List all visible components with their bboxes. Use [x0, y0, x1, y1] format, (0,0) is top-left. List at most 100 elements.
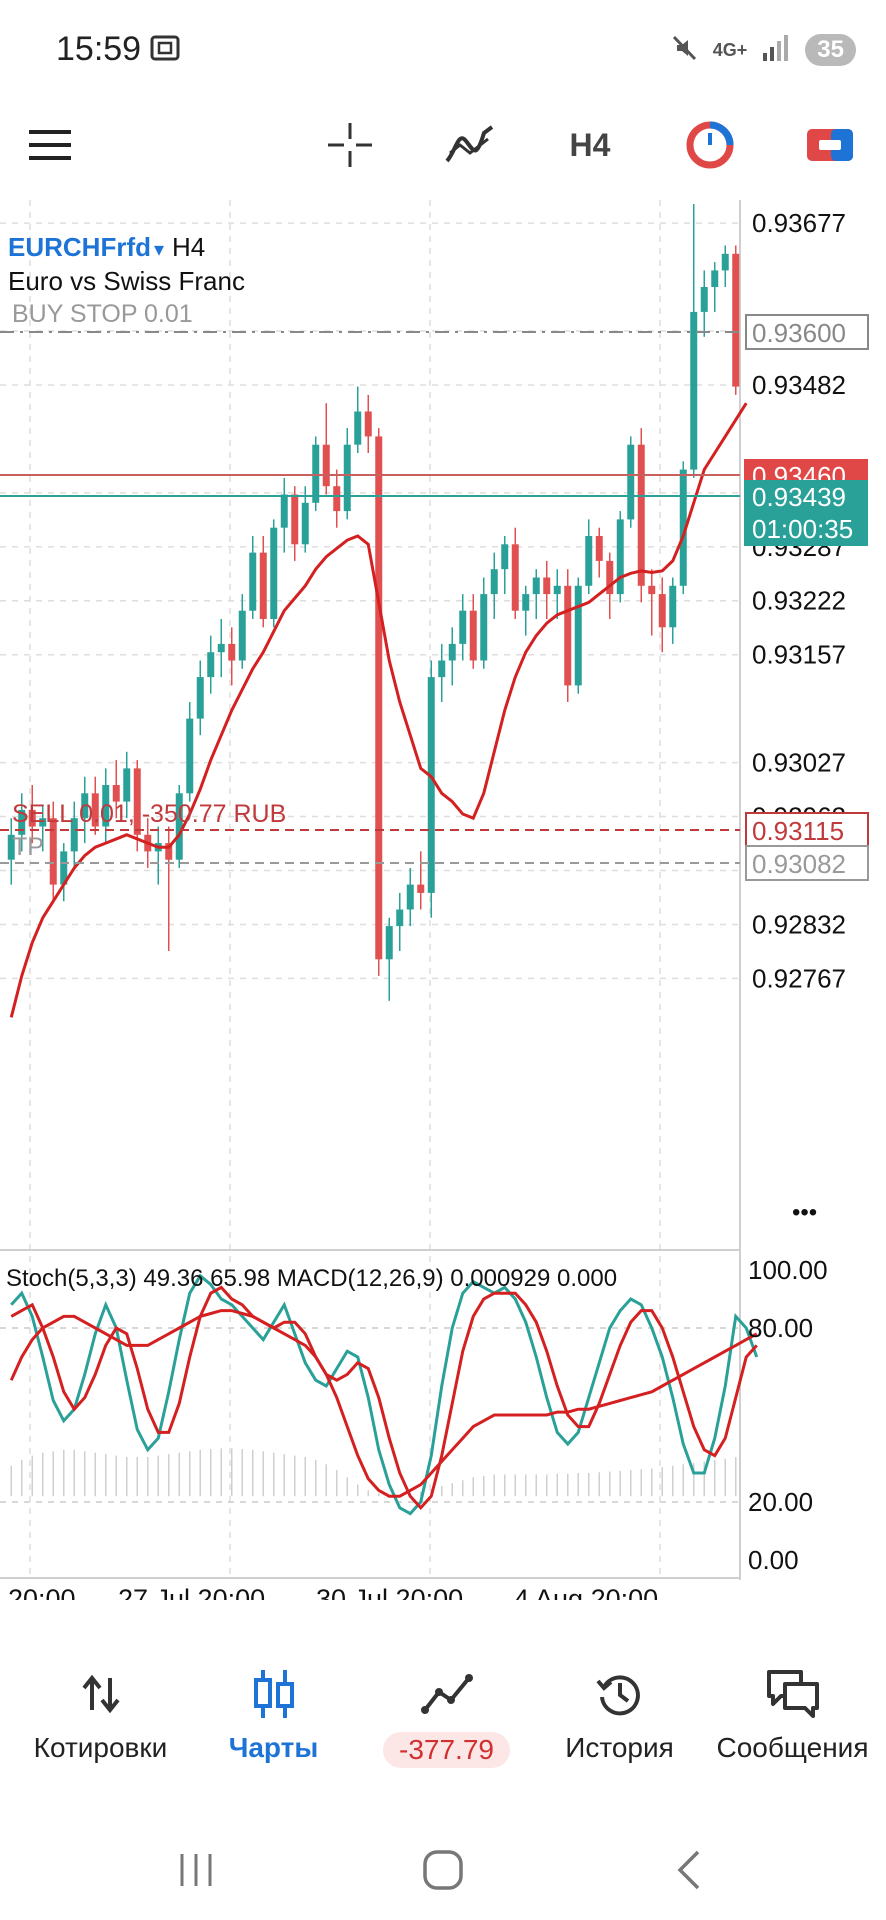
candle-body	[669, 585, 677, 628]
nav-trade[interactable]: -377.79	[358, 1640, 535, 1780]
candle-body	[91, 793, 99, 827]
timeframe-label: H4	[569, 126, 611, 163]
candle-body	[396, 909, 404, 927]
indicator-tick-label: 0.00	[748, 1545, 799, 1575]
indicators-button[interactable]	[440, 120, 500, 170]
chart-toolbar: H4	[0, 100, 886, 190]
crosshair-button[interactable]	[320, 120, 380, 170]
candle-body	[522, 594, 530, 611]
more-options-icon[interactable]: •••	[792, 1199, 817, 1226]
indicator-axis: 100.00 80.00 20.00 0.00	[748, 1255, 828, 1575]
bar-countdown: 01:00:35	[752, 514, 853, 544]
candle-body	[501, 544, 509, 570]
candle-body	[333, 486, 341, 512]
candle-body	[217, 643, 225, 653]
ma-line	[9, 402, 748, 1018]
bid-price-tag: 0.93439 01:00:35	[744, 480, 868, 546]
macd-histogram	[10, 1448, 737, 1497]
price-tick-label: 0.93677	[752, 208, 846, 238]
candle-body	[28, 809, 36, 827]
candle-body	[196, 677, 204, 719]
home-button[interactable]	[403, 1840, 483, 1900]
candle-body	[480, 594, 488, 661]
candle-body	[690, 311, 698, 470]
candle-body	[39, 818, 47, 827]
chart-grid	[0, 200, 740, 1578]
buy-stop-label[interactable]: BUY STOP 0.01	[12, 300, 193, 328]
home-icon	[423, 1850, 463, 1890]
candle-body	[123, 768, 131, 802]
price-tick-label: 0.93482	[752, 370, 846, 400]
indicator-lines	[9, 1273, 759, 1516]
candle-body	[459, 610, 467, 644]
candle-body	[648, 585, 656, 595]
candle-body	[259, 552, 267, 619]
candle-body	[511, 544, 519, 611]
candle-body	[312, 444, 320, 503]
sell-order-label[interactable]: SELL 0.01, -350.77 RUB	[12, 800, 286, 828]
candle-body	[238, 610, 246, 661]
stoch-signal-line	[10, 1285, 758, 1511]
history-icon	[595, 1675, 640, 1716]
recent-apps-button[interactable]	[156, 1840, 236, 1900]
candle-body	[585, 536, 593, 586]
candle-body	[658, 594, 666, 628]
nav-quotes[interactable]: Котировки	[12, 1640, 189, 1780]
candle-body	[406, 884, 414, 910]
candle-body	[595, 536, 603, 561]
status-bar: 15:59 4G+ 35	[0, 0, 886, 100]
candle-body	[375, 436, 383, 960]
sell-open-price-tag: 0.93115	[745, 812, 869, 848]
time-axis: 20:00 27 Jul 20:00 30 Jul 20:00 4 Aug 20:00	[8, 1584, 658, 1600]
chart-area[interactable]: EURCHFrfd ▾ H4 Euro vs Swiss Franc BUY S…	[0, 200, 886, 1600]
nav-messages[interactable]: Сообщения	[704, 1640, 881, 1780]
candle-body	[60, 851, 68, 885]
nav-charts[interactable]: Чарты	[185, 1640, 362, 1780]
candle-body	[322, 444, 330, 487]
trade-icon	[807, 129, 853, 161]
macd-line	[9, 1309, 758, 1498]
candle-body	[700, 287, 708, 312]
candle-body	[627, 444, 635, 520]
tp-label[interactable]: TP	[12, 833, 44, 861]
candle-body	[564, 585, 572, 686]
candle-body	[543, 577, 551, 595]
candle-body	[207, 652, 215, 678]
candle-body	[417, 884, 425, 893]
candle-body	[343, 444, 351, 512]
nav-history[interactable]: История	[531, 1640, 708, 1780]
candle-body	[102, 785, 110, 827]
candle-body	[469, 610, 477, 661]
new-order-button[interactable]	[800, 120, 860, 170]
candle-body	[270, 527, 278, 619]
indicator-tick-label: 20.00	[748, 1487, 813, 1517]
timeframe-button[interactable]: H4	[560, 120, 620, 170]
candle-body	[7, 834, 15, 860]
symbol-dropdown-icon[interactable]: ▾	[154, 239, 164, 261]
time-tick-label: 20:00	[8, 1584, 76, 1600]
clock-icon	[686, 121, 734, 169]
candle-body	[448, 643, 456, 661]
indicator-label[interactable]: Stoch(5,3,3) 49.36 65.98 MACD(12,26,9) 0…	[6, 1265, 617, 1292]
system-navigation	[0, 1820, 886, 1920]
one-click-trading-button[interactable]	[680, 120, 740, 170]
symbol-label[interactable]: EURCHFrfd	[8, 232, 151, 262]
candle-body	[133, 768, 141, 835]
candle-body	[301, 502, 309, 545]
signal-icon	[761, 33, 791, 68]
symbol-description: Euro vs Swiss Franc	[8, 266, 245, 296]
indicators-icon	[445, 125, 494, 163]
candle-body	[616, 519, 624, 595]
crosshair-icon	[328, 123, 372, 167]
candle-body	[553, 585, 561, 595]
candles-icon	[253, 1670, 294, 1718]
stoch-main-line	[10, 1273, 759, 1516]
moving-average	[9, 402, 748, 1018]
time-tick-label: 4 Aug 20:00	[514, 1584, 658, 1600]
back-button[interactable]	[650, 1840, 730, 1900]
candle-body	[165, 843, 173, 860]
candle-body	[679, 469, 687, 586]
menu-button[interactable]	[20, 120, 80, 170]
tp-price-tag: 0.93082	[745, 845, 869, 881]
candle-body	[280, 494, 288, 528]
